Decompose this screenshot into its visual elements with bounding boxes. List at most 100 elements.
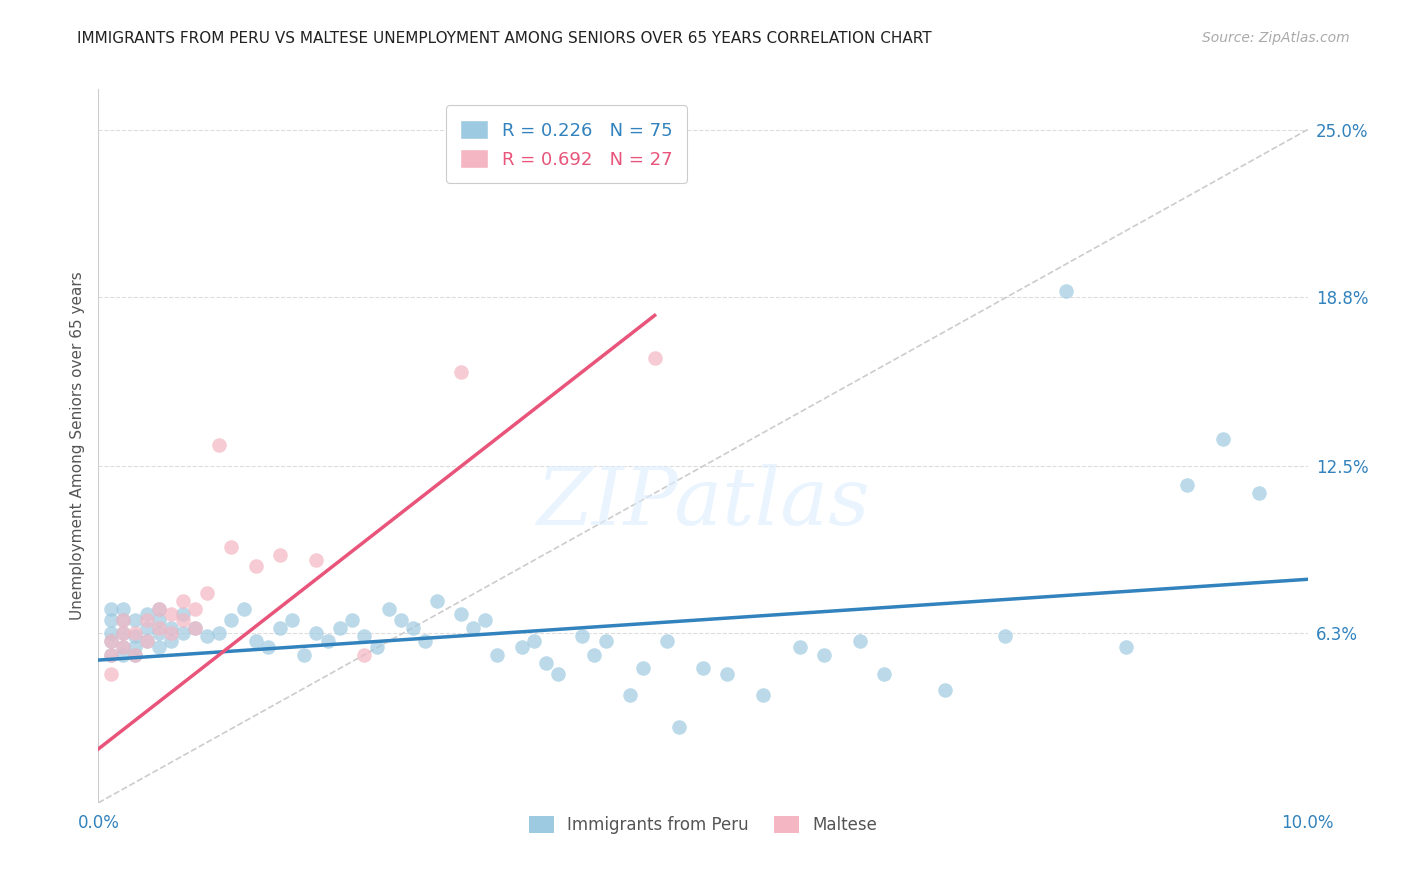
Point xyxy=(510,640,533,654)
Point xyxy=(135,634,157,648)
Point xyxy=(184,621,207,635)
Point xyxy=(463,621,485,635)
Point xyxy=(195,586,218,600)
Point xyxy=(100,666,122,681)
Point xyxy=(873,666,896,681)
Point xyxy=(100,626,122,640)
Point xyxy=(172,626,194,640)
Point xyxy=(135,613,157,627)
Point xyxy=(329,621,352,635)
Point xyxy=(1175,478,1198,492)
Point xyxy=(160,621,183,635)
Point xyxy=(111,640,134,654)
Point xyxy=(426,594,449,608)
Point xyxy=(292,648,315,662)
Point xyxy=(353,648,375,662)
Point xyxy=(523,634,546,648)
Point xyxy=(305,553,328,567)
Point xyxy=(269,548,291,562)
Point xyxy=(172,613,194,627)
Point xyxy=(135,607,157,622)
Text: IMMIGRANTS FROM PERU VS MALTESE UNEMPLOYMENT AMONG SENIORS OVER 65 YEARS CORRELA: IMMIGRANTS FROM PERU VS MALTESE UNEMPLOY… xyxy=(77,31,932,46)
Point xyxy=(1054,284,1077,298)
Point xyxy=(342,613,364,627)
Point xyxy=(124,648,146,662)
Point xyxy=(100,634,122,648)
Point xyxy=(100,648,122,662)
Point xyxy=(534,656,557,670)
Point xyxy=(172,594,194,608)
Point xyxy=(172,607,194,622)
Point xyxy=(135,634,157,648)
Point xyxy=(124,640,146,654)
Point xyxy=(221,613,243,627)
Point xyxy=(148,640,170,654)
Point xyxy=(353,629,375,643)
Point xyxy=(269,621,291,635)
Point xyxy=(221,540,243,554)
Point xyxy=(160,626,183,640)
Point xyxy=(619,688,641,702)
Point xyxy=(148,613,170,627)
Point xyxy=(994,629,1017,643)
Point xyxy=(583,648,606,662)
Point xyxy=(111,640,134,654)
Point xyxy=(124,629,146,643)
Point xyxy=(655,634,678,648)
Point xyxy=(100,634,122,648)
Point xyxy=(160,634,183,648)
Point xyxy=(124,648,146,662)
Text: Source: ZipAtlas.com: Source: ZipAtlas.com xyxy=(1202,31,1350,45)
Point xyxy=(111,613,134,627)
Point xyxy=(208,437,231,451)
Point xyxy=(934,682,956,697)
Point xyxy=(256,640,278,654)
Point xyxy=(486,648,509,662)
Point xyxy=(111,602,134,616)
Point xyxy=(111,648,134,662)
Point xyxy=(474,613,496,627)
Point xyxy=(377,602,399,616)
Y-axis label: Unemployment Among Seniors over 65 years: Unemployment Among Seniors over 65 years xyxy=(69,272,84,620)
Text: ZIPatlas: ZIPatlas xyxy=(536,465,870,541)
Point xyxy=(148,626,170,640)
Point xyxy=(148,602,170,616)
Point xyxy=(1249,486,1271,500)
Point xyxy=(111,613,134,627)
Point xyxy=(450,607,472,622)
Point xyxy=(595,634,617,648)
Point xyxy=(111,626,134,640)
Point xyxy=(316,634,339,648)
Point xyxy=(135,621,157,635)
Point xyxy=(124,626,146,640)
Point xyxy=(1212,432,1234,446)
Point xyxy=(849,634,872,648)
Point xyxy=(148,602,170,616)
Point xyxy=(389,613,412,627)
Point xyxy=(100,602,122,616)
Point xyxy=(450,365,472,379)
Point xyxy=(245,634,267,648)
Point xyxy=(547,666,569,681)
Point xyxy=(752,688,775,702)
Point xyxy=(789,640,811,654)
Point xyxy=(631,661,654,675)
Point xyxy=(366,640,388,654)
Legend: Immigrants from Peru, Maltese: Immigrants from Peru, Maltese xyxy=(522,809,884,841)
Point xyxy=(124,613,146,627)
Point xyxy=(668,720,690,734)
Point xyxy=(413,634,436,648)
Point xyxy=(1115,640,1137,654)
Point xyxy=(571,629,593,643)
Point xyxy=(100,648,122,662)
Point xyxy=(692,661,714,675)
Point xyxy=(716,666,738,681)
Point xyxy=(644,351,666,366)
Point xyxy=(184,621,207,635)
Point xyxy=(305,626,328,640)
Point xyxy=(813,648,835,662)
Point xyxy=(402,621,425,635)
Point xyxy=(195,629,218,643)
Point xyxy=(245,558,267,573)
Point xyxy=(160,607,183,622)
